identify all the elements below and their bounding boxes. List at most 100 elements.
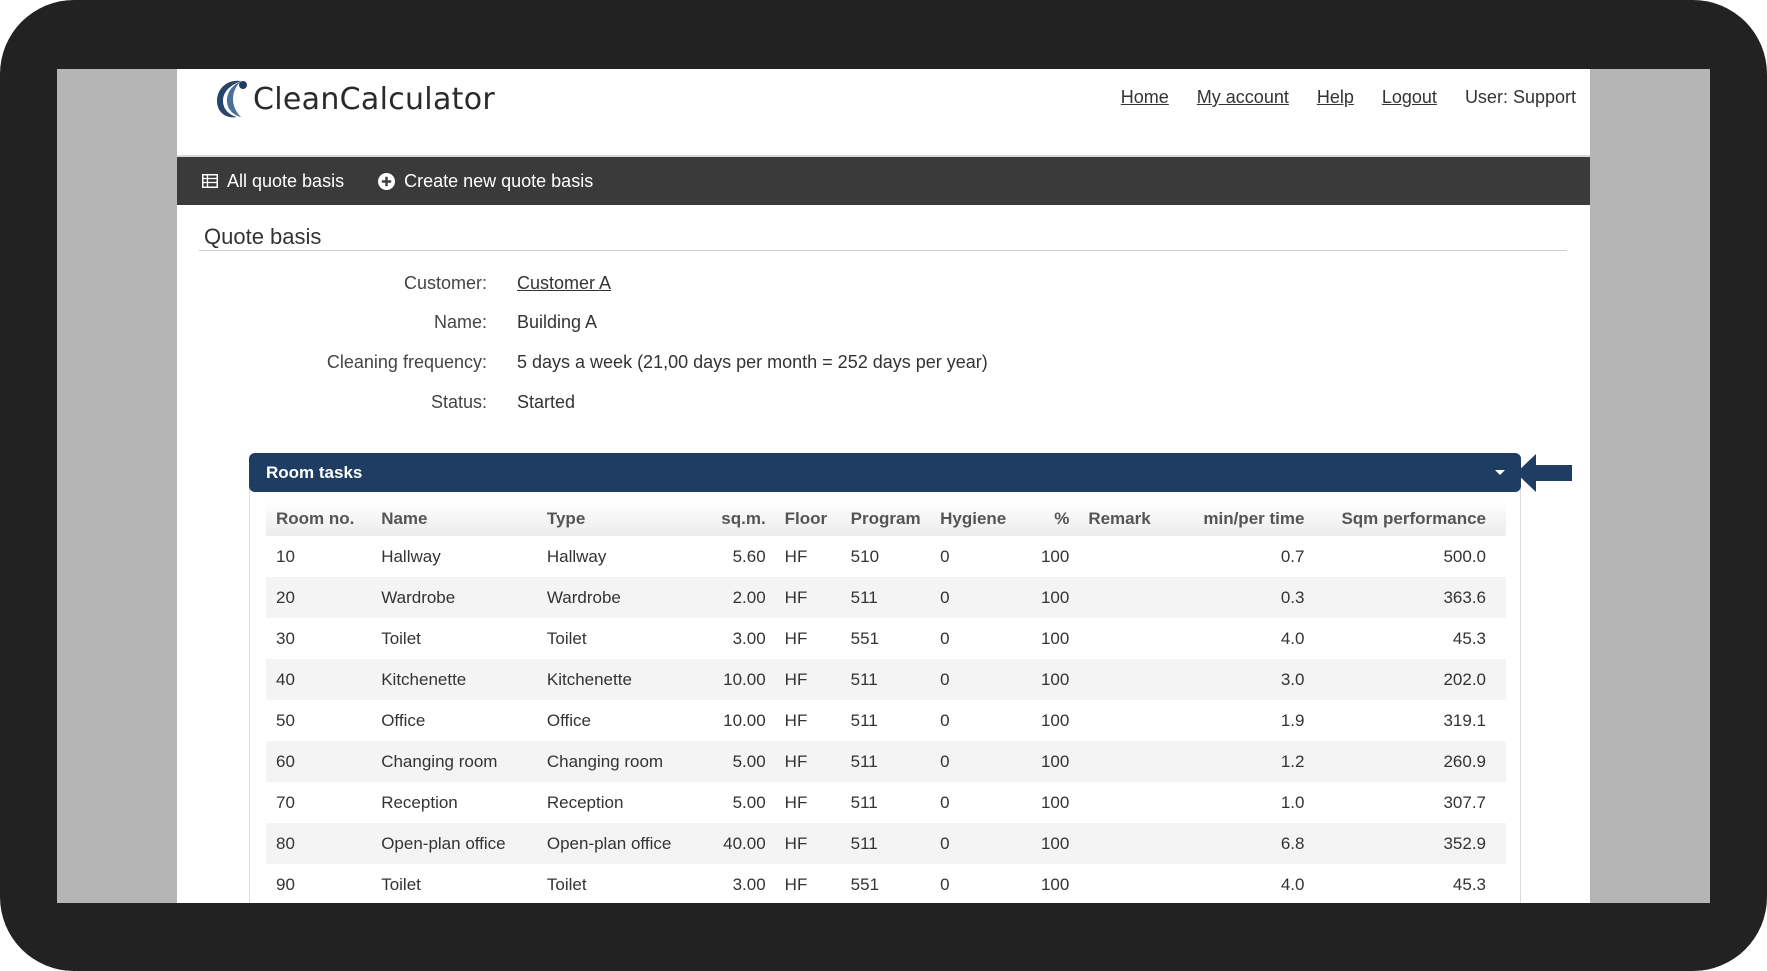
- col-floor[interactable]: Floor: [765, 501, 841, 536]
- cell-program: 511: [840, 741, 931, 782]
- cell-name: Office: [381, 710, 426, 730]
- cell-name: Hallway: [381, 546, 441, 566]
- divider: [199, 250, 1567, 251]
- cell-min-per-time: 0.7: [1280, 546, 1305, 566]
- plus-circle-icon: [378, 172, 396, 190]
- cell-type: Open-plan office: [536, 823, 688, 864]
- cell-room-no: 20: [266, 577, 372, 618]
- cell-sqm: 5.00: [687, 741, 766, 782]
- cell-remark: [1069, 536, 1180, 577]
- cell-sqm-performance: 202.0: [1304, 659, 1506, 700]
- cell-sqm: 2.00: [687, 577, 766, 618]
- nav-home-link[interactable]: Home: [1120, 87, 1169, 107]
- col-program[interactable]: Program: [840, 501, 931, 536]
- cell-hygiene: 0: [940, 546, 950, 566]
- cell-sqm: 10.00: [723, 710, 766, 730]
- col-name[interactable]: Name: [371, 501, 537, 536]
- cell-sqm-performance: 45.3: [1452, 628, 1486, 648]
- table-row[interactable]: 10 Hallway Hallway 5.60 HF 510 0 100 0.7 500.0: [266, 536, 1506, 577]
- cell-sqm: 5.00: [732, 792, 766, 812]
- customer-link[interactable]: Customer A: [517, 273, 612, 293]
- chevron-down-icon[interactable]: [1495, 470, 1505, 475]
- col-remark[interactable]: Remark: [1069, 501, 1181, 536]
- cell-min-per-time: 0.3: [1180, 577, 1305, 618]
- cell-sqm-performance: 319.1: [1443, 710, 1486, 730]
- table-row[interactable]: 20 Wardrobe Wardrobe 2.00 HF 511 0 100 0.3 363.6: [266, 577, 1506, 618]
- cell-percent: 100: [1040, 546, 1070, 566]
- col-hygiene[interactable]: Hygiene: [930, 501, 1027, 536]
- room-tasks-table: Room no. Name Type sq.m. Floor Program H…: [266, 501, 1506, 903]
- page: CleanCalculator Home My account Help Log…: [177, 69, 1590, 903]
- cell-room-no: 90: [276, 874, 295, 894]
- cell-remark: [1069, 741, 1181, 782]
- table-row[interactable]: 60 Changing room Changing room 5.00 HF 511 0 10…: [266, 741, 1506, 782]
- cell-min-per-time: 1.0: [1280, 792, 1305, 812]
- nav-logout-link[interactable]: Logout: [1381, 87, 1437, 107]
- cell-floor: HF: [784, 710, 808, 730]
- cell-hygiene: 0: [930, 577, 1027, 618]
- cell-percent: 100: [1040, 874, 1070, 894]
- col-sqm-performance[interactable]: Sqm performance: [1304, 501, 1506, 536]
- all-quote-basis-button[interactable]: All quote basis: [202, 171, 344, 192]
- cell-min-per-time: 3.0: [1180, 659, 1305, 700]
- name-label: Name:: [433, 312, 487, 332]
- page-title: Quote basis: [204, 224, 322, 249]
- frequency-row: Cleaning frequency: 5 days a week (21,00…: [177, 352, 1177, 376]
- customer-label: Customer:: [403, 273, 487, 293]
- logo-icon: [217, 80, 247, 118]
- cell-percent: 100: [1040, 628, 1070, 648]
- table-row[interactable]: 30 Toilet Toilet 3.00 HF 551 0 100 4.0 45.3: [266, 618, 1506, 659]
- name-row: Name: Building A: [177, 312, 1177, 336]
- create-new-quote-basis-button[interactable]: Create new quote basis: [378, 171, 593, 192]
- cell-sqm: 5.60: [732, 546, 766, 566]
- cell-percent: 100: [1026, 741, 1070, 782]
- col-percent[interactable]: %: [1026, 501, 1070, 536]
- cell-hygiene: 0: [940, 710, 950, 730]
- col-min-per-time[interactable]: min/per time: [1180, 501, 1305, 536]
- cell-type: Toilet: [546, 628, 587, 648]
- col-type[interactable]: Type: [536, 501, 688, 536]
- cell-room-no: 80: [266, 823, 372, 864]
- frequency-label: Cleaning frequency:: [326, 352, 487, 372]
- cell-program: 511: [850, 710, 878, 730]
- status-row: Status: Started: [177, 392, 1177, 416]
- nav-help-link[interactable]: Help: [1316, 87, 1354, 107]
- nav-my-account-link[interactable]: My account: [1196, 87, 1289, 107]
- cell-floor: HF: [784, 546, 808, 566]
- cell-sqm: 40.00: [687, 823, 766, 864]
- status-label: Status:: [430, 392, 487, 412]
- cell-type: Kitchenette: [536, 659, 688, 700]
- table-row[interactable]: 70 Reception Reception 5.00 HF 511 0 100 1.0 307.…: [266, 782, 1506, 823]
- room-tasks-title: Room tasks: [266, 462, 363, 482]
- logo[interactable]: CleanCalculator: [211, 77, 495, 121]
- cell-name: Wardrobe: [371, 577, 537, 618]
- cell-name: Changing room: [371, 741, 537, 782]
- header: CleanCalculator Home My account Help Log…: [177, 69, 1590, 157]
- cell-remark: [1069, 864, 1180, 903]
- cell-remark: [1069, 618, 1180, 659]
- col-room-no[interactable]: Room no.: [266, 501, 372, 536]
- create-new-quote-basis-label: Create new quote basis: [404, 170, 594, 191]
- cell-room-no: 70: [276, 792, 295, 812]
- table-row[interactable]: 80 Open-plan office Open-plan office 40.00 H…: [266, 823, 1506, 864]
- room-tasks-header[interactable]: Room tasks: [249, 453, 1521, 492]
- cell-name: Toilet: [381, 628, 421, 648]
- cell-percent: 100: [1040, 792, 1070, 812]
- table-row[interactable]: 40 Kitchenette Kitchenette 10.00 HF 511 0 100 3.…: [266, 659, 1506, 700]
- customer-row: Customer: Customer A: [177, 273, 1177, 297]
- col-sqm[interactable]: sq.m.: [687, 501, 766, 536]
- cell-sqm-performance: 45.3: [1452, 874, 1486, 894]
- cell-program: 511: [850, 792, 878, 812]
- cell-min-per-time: 1.9: [1280, 710, 1305, 730]
- table-icon: [202, 174, 218, 188]
- name-value: Building A: [517, 312, 598, 332]
- cell-min-per-time: 6.8: [1180, 823, 1305, 864]
- cell-type: Wardrobe: [536, 577, 688, 618]
- table-row[interactable]: 90 Toilet Toilet 3.00 HF 551 0 100 4.0 45.3: [266, 864, 1506, 903]
- table-row[interactable]: 50 Office Office 10.00 HF 511 0 100 1.9 319.1: [266, 700, 1506, 741]
- status-value: Started: [517, 392, 576, 412]
- cell-floor: HF: [784, 874, 808, 894]
- cell-sqm-performance: 352.9: [1304, 823, 1506, 864]
- cell-percent: 100: [1026, 823, 1070, 864]
